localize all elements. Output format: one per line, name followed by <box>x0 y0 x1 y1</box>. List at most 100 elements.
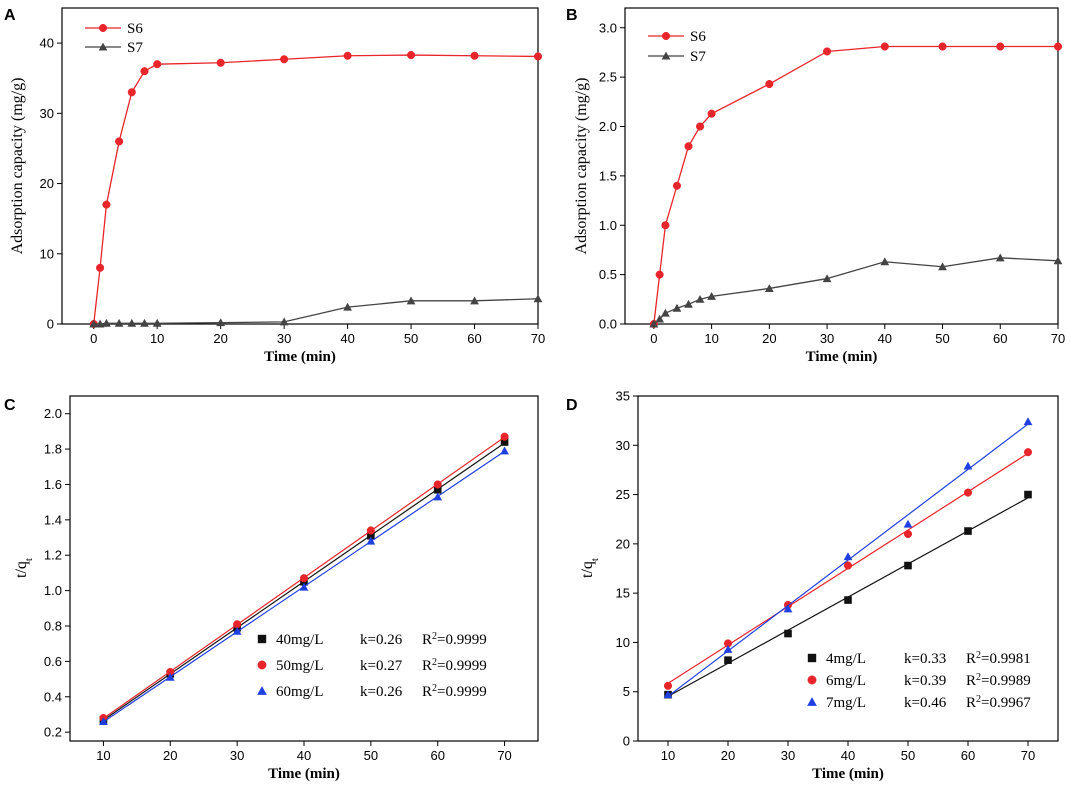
data-point <box>880 257 890 266</box>
panel-letter: B <box>566 7 578 24</box>
x-axis-title: Time (min) <box>806 349 878 365</box>
x-tick-label: 50 <box>901 748 915 763</box>
legend: 4mg/L k=0.33 R2=0.9981 6mg/L k=0.39 R2=0.9989… <box>807 650 1031 711</box>
legend-label: S7 <box>690 49 706 65</box>
data-point <box>661 221 670 230</box>
y-tick-label: 1.0 <box>44 583 62 598</box>
legend-marker <box>661 31 671 41</box>
data-point <box>684 142 693 151</box>
legend-k-value: k=0.26 <box>360 632 403 648</box>
legend-marker <box>807 653 817 663</box>
x-tick-label: 40 <box>340 331 354 346</box>
legend-label: 60mg/L <box>276 684 324 700</box>
series-s6 <box>649 42 1063 329</box>
data-point <box>964 527 972 535</box>
y-tick-label: 0.6 <box>44 654 62 669</box>
x-tick-label: 30 <box>230 748 244 763</box>
y-axis-title: t/qt <box>13 558 35 578</box>
legend-label: S6 <box>690 29 706 45</box>
legend-r2-value: =0.9999 <box>437 658 487 674</box>
y-tick-label: 30 <box>40 106 54 121</box>
data-point <box>366 536 376 545</box>
data-point <box>140 67 149 76</box>
y-tick-label: 2.5 <box>599 70 617 85</box>
legend-label: 6mg/L <box>826 673 866 689</box>
y-tick-label: 2.0 <box>599 119 617 134</box>
legend-marker <box>98 42 108 51</box>
legend-r2-superscript: 2 <box>432 657 437 668</box>
data-point <box>765 79 774 89</box>
series-7mg-l <box>663 417 1033 699</box>
legend-k-value: k=0.46 <box>904 695 947 711</box>
data-point <box>406 296 416 305</box>
data-point <box>649 319 659 328</box>
data-point <box>165 672 175 681</box>
y-tick-label: 30 <box>616 438 630 453</box>
data-point <box>343 302 352 311</box>
x-tick-label: 70 <box>1021 748 1035 763</box>
x-tick-label: 60 <box>961 748 975 763</box>
x-axis-title: Time (min) <box>264 349 336 365</box>
x-tick-label: 10 <box>704 331 718 346</box>
data-point <box>299 574 309 583</box>
data-point <box>963 461 973 470</box>
y-axis-title: Adsorption capacity (mg/g) <box>9 78 26 255</box>
x-axis-title: Time (min) <box>812 766 884 782</box>
data-point <box>995 253 1005 262</box>
y-tick-label: 0.0 <box>599 317 617 332</box>
series-4mg-l <box>664 490 1032 699</box>
legend-r2-superscript: 2 <box>976 672 981 683</box>
data-point <box>938 42 947 51</box>
data-point <box>963 488 973 497</box>
legend-r2-superscript: 2 <box>432 631 437 642</box>
data-point <box>707 291 716 300</box>
x-tick-label: 20 <box>163 748 177 763</box>
data-point <box>903 529 913 539</box>
data-point <box>903 519 913 528</box>
panel-a: A 0 10 20 30 40 50 60 70 0 10 20 30 40 Time (min) Adsor… <box>4 7 545 365</box>
data-point <box>764 284 774 292</box>
series-50mg-l <box>99 432 509 723</box>
data-point <box>153 60 162 69</box>
legend-label: 4mg/L <box>826 651 866 667</box>
data-point <box>655 314 665 323</box>
legend-k-value: k=0.33 <box>904 651 946 667</box>
data-point <box>844 596 852 604</box>
data-point <box>470 51 479 60</box>
y-tick-label: 20 <box>40 176 54 191</box>
series-line <box>93 54 539 325</box>
x-tick-label: 20 <box>762 331 776 346</box>
panel-b: B 0 10 20 30 40 50 60 70 0.0 0.5 1.0 1.5 2.0 2.5 3.0 Tim… <box>566 7 1065 365</box>
x-tick-label: 70 <box>531 331 545 346</box>
data-point <box>843 561 853 570</box>
data-point <box>140 318 149 327</box>
data-point <box>1023 448 1033 457</box>
data-point <box>114 318 124 327</box>
data-point <box>279 317 289 326</box>
x-tick-label: 10 <box>96 748 110 763</box>
legend-marker <box>257 634 267 644</box>
data-point <box>152 318 162 327</box>
data-point <box>433 492 443 501</box>
panel-letter: D <box>566 397 578 414</box>
legend-label: 50mg/L <box>276 658 324 674</box>
y-tick-label: 0 <box>47 317 54 332</box>
y-tick-label: 5 <box>623 684 630 699</box>
legend-r2-superscript: 2 <box>976 650 981 661</box>
series-60mg-l <box>99 446 509 726</box>
y-tick-label: 1.6 <box>44 477 62 492</box>
y-tick-label: 0.4 <box>44 689 62 704</box>
data-point <box>343 51 352 60</box>
legend-marker <box>257 660 267 670</box>
panel-d: D 10 20 30 40 50 60 70 0 5 10 15 20 25 30 35 Time (min) t… <box>566 389 1059 782</box>
x-axis-title: Time (min) <box>268 766 340 782</box>
data-point <box>533 52 543 61</box>
data-point <box>96 263 105 272</box>
legend-r2: R2=0.9981 <box>966 650 1031 668</box>
data-point <box>232 626 242 635</box>
y-tick-label: 40 <box>40 36 54 51</box>
data-point <box>880 42 889 51</box>
data-point <box>1024 490 1032 499</box>
